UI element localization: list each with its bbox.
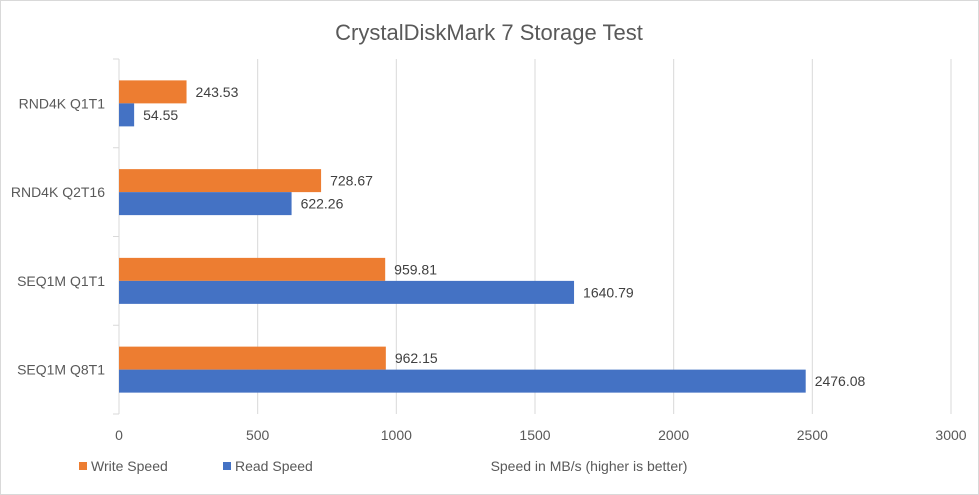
data-label: 1640.79 [583,284,634,300]
x-tick-label: 500 [246,427,270,443]
category-labels: RND4K Q1T1 RND4K Q2T16 SEQ1M Q1T1 SEQ1M Q8T… [11,95,105,377]
category-label: RND4K Q1T1 [19,95,106,111]
category-label: SEQ1M Q1T1 [17,273,105,289]
x-tick-label: 1500 [519,427,550,443]
bar-read-speed [119,280,575,304]
bar-write-speed [119,169,322,193]
data-label: 243.53 [196,84,239,100]
legend: Write Speed Read Speed [79,458,313,474]
data-label: 959.81 [394,261,437,277]
legend-swatch [223,462,231,470]
chart-title: CrystalDiskMark 7 Storage Test [335,20,643,45]
data-label: 622.26 [301,196,344,212]
data-label: 54.55 [143,107,178,123]
legend-swatch [79,462,87,470]
data-label: 728.67 [330,173,373,189]
x-tick-label: 3000 [935,427,966,443]
data-label: 962.15 [395,350,438,366]
x-tick-label: 2000 [658,427,689,443]
bar-read-speed [119,192,292,216]
legend-label: Write Speed [91,458,168,474]
x-axis-title: Speed in MB/s (higher is better) [491,458,688,474]
category-label: SEQ1M Q8T1 [17,362,105,378]
x-tick-label: 1000 [381,427,412,443]
data-labels: 243.53 54.55 728.67 622.26 959.81 1640.79 962.… [143,84,865,389]
legend-label: Read Speed [235,458,313,474]
bars [119,80,806,393]
x-tick-label: 2500 [797,427,828,443]
category-label: RND4K Q2T16 [11,184,105,200]
bar-write-speed [119,346,386,370]
x-tick-label: 0 [115,427,123,443]
bar-write-speed [119,80,187,104]
bar-read-speed [119,103,135,127]
bar-write-speed [119,257,386,281]
bar-read-speed [119,369,806,393]
x-tick-labels: 0 500 1000 1500 2000 2500 3000 [115,427,967,443]
data-label: 2476.08 [815,373,866,389]
